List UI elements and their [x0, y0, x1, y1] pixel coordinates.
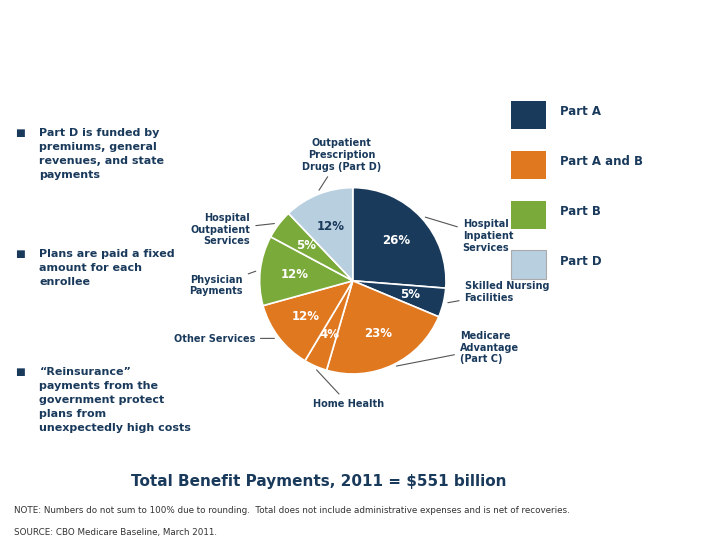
Text: Total Benefit Payments, 2011 = $551 billion: Total Benefit Payments, 2011 = $551 bill…	[131, 474, 506, 489]
Wedge shape	[353, 187, 446, 288]
Bar	[511, 151, 546, 179]
Text: Hospital
Inpatient
Services: Hospital Inpatient Services	[426, 217, 513, 253]
Wedge shape	[271, 213, 353, 281]
Text: ■: ■	[15, 129, 25, 138]
Text: ■: ■	[15, 367, 25, 377]
Wedge shape	[353, 281, 446, 317]
Text: Part A: Part A	[560, 105, 600, 118]
Bar	[511, 251, 546, 279]
Bar	[511, 100, 546, 129]
Wedge shape	[263, 281, 353, 361]
Text: Part D: Part D	[560, 254, 601, 268]
Text: 12%: 12%	[281, 268, 308, 281]
Wedge shape	[327, 281, 438, 374]
Text: Other Services: Other Services	[174, 334, 274, 343]
Wedge shape	[305, 281, 353, 370]
Text: Physician
Payments: Physician Payments	[189, 271, 256, 296]
Text: Part B: Part B	[560, 205, 600, 218]
Text: Outpatient
Prescription
Drugs (Part D): Outpatient Prescription Drugs (Part D)	[302, 138, 382, 190]
Text: Exhibit 19: Exhibit 19	[327, 14, 393, 26]
Text: NOTE: Numbers do not sum to 100% due to rounding.  Total does not include admini: NOTE: Numbers do not sum to 100% due to …	[14, 507, 570, 515]
Text: 5%: 5%	[400, 288, 420, 301]
Wedge shape	[289, 187, 353, 281]
Text: 23%: 23%	[364, 327, 392, 340]
Text: Hospital
Outpatient
Services: Hospital Outpatient Services	[190, 213, 274, 246]
Text: 5%: 5%	[296, 239, 316, 252]
Text: 26%: 26%	[382, 234, 410, 247]
Text: Plans are paid a fixed
amount for each
enrollee: Plans are paid a fixed amount for each e…	[40, 249, 175, 287]
Text: Medicare
Advantage
(Part C): Medicare Advantage (Part C)	[397, 331, 519, 366]
Text: Home Health: Home Health	[312, 370, 384, 409]
Text: Medicare Part D Spending and Financing: Medicare Part D Spending and Financing	[120, 51, 600, 71]
Text: “Reinsurance”
payments from the
government protect
plans from
unexpectedly high : “Reinsurance” payments from the governme…	[40, 367, 192, 433]
Text: ■: ■	[15, 249, 25, 260]
Bar	[511, 200, 546, 229]
Text: SOURCE: CBO Medicare Baseline, March 2011.: SOURCE: CBO Medicare Baseline, March 201…	[14, 528, 217, 537]
Wedge shape	[260, 237, 353, 306]
Text: 12%: 12%	[317, 220, 345, 233]
Text: Part A and B: Part A and B	[560, 155, 643, 168]
Text: 12%: 12%	[292, 310, 320, 323]
Text: Skilled Nursing
Facilities: Skilled Nursing Facilities	[448, 281, 549, 303]
Text: 4%: 4%	[319, 328, 339, 341]
Text: Part D is funded by
premiums, general
revenues, and state
payments: Part D is funded by premiums, general re…	[40, 129, 164, 180]
